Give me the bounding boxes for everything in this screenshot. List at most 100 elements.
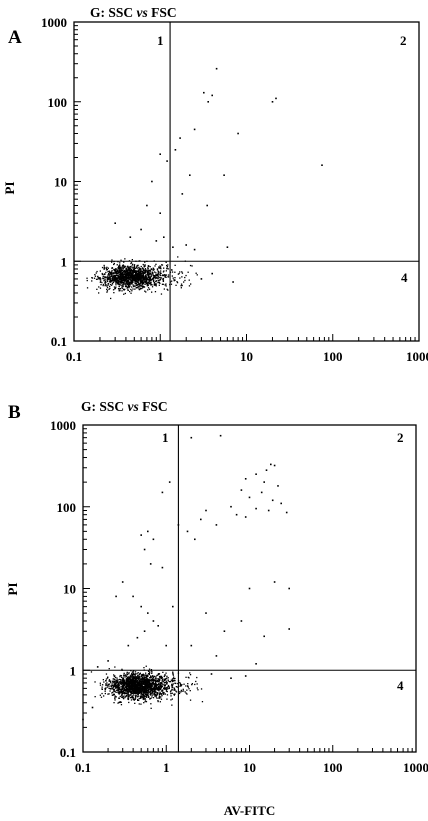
scatter-point bbox=[131, 697, 133, 699]
scatter-point bbox=[147, 681, 149, 683]
scatter-point bbox=[108, 693, 110, 695]
x-tick-label: 1000 bbox=[403, 760, 428, 775]
scatter-point bbox=[135, 681, 138, 683]
scatter-point bbox=[133, 681, 135, 683]
scatter-point bbox=[131, 272, 133, 275]
scatter-point bbox=[142, 696, 144, 698]
scatter-point bbox=[133, 699, 135, 701]
scatter-point bbox=[155, 682, 157, 684]
scatter-point bbox=[189, 699, 192, 701]
scatter-point bbox=[168, 687, 170, 689]
scatter-point bbox=[111, 692, 113, 694]
scatter-point bbox=[166, 686, 169, 688]
scatter-point bbox=[123, 261, 125, 263]
scatter-point bbox=[165, 688, 167, 690]
scatter-point bbox=[142, 283, 144, 285]
scatter-point bbox=[156, 697, 158, 699]
scatter-point bbox=[164, 688, 166, 690]
scatter-point bbox=[150, 273, 152, 275]
scatter-point bbox=[112, 682, 114, 684]
scatter-point bbox=[173, 678, 175, 680]
scatter-point bbox=[129, 282, 131, 284]
scatter-point bbox=[178, 692, 181, 695]
scatter-point bbox=[136, 277, 138, 280]
scatter-point bbox=[162, 683, 164, 686]
scatter-point bbox=[138, 271, 140, 273]
scatter-point bbox=[141, 681, 143, 683]
y-tick-label: 1 bbox=[70, 663, 77, 678]
scatter-point bbox=[174, 688, 176, 691]
scatter-point bbox=[138, 289, 141, 291]
scatter-point bbox=[153, 683, 155, 686]
scatter-point bbox=[153, 284, 155, 286]
scatter-point bbox=[122, 277, 124, 279]
scatter-point bbox=[147, 270, 150, 272]
scatter-point bbox=[104, 688, 106, 691]
scatter-point bbox=[172, 605, 174, 608]
scatter-point bbox=[240, 620, 243, 622]
scatter-point bbox=[151, 694, 154, 696]
scatter-point bbox=[123, 672, 125, 674]
scatter-point bbox=[108, 687, 110, 689]
scatter-point bbox=[155, 689, 157, 691]
scatter-point bbox=[112, 273, 114, 275]
scatter-point bbox=[119, 267, 121, 269]
scatter-point bbox=[147, 274, 150, 276]
scatter-point bbox=[115, 680, 117, 682]
scatter-point bbox=[138, 279, 141, 281]
scatter-point bbox=[223, 630, 226, 632]
scatter-point bbox=[142, 285, 144, 287]
scatter-point bbox=[147, 695, 150, 697]
scatter-point bbox=[163, 693, 165, 695]
scatter-point bbox=[148, 696, 150, 698]
scatter-point bbox=[107, 693, 109, 695]
scatter-point bbox=[146, 277, 148, 280]
scatter-point bbox=[170, 681, 172, 683]
scatter-point bbox=[179, 137, 181, 139]
scatter-point bbox=[127, 687, 129, 689]
scatter-point bbox=[124, 266, 126, 269]
scatter-point bbox=[136, 279, 139, 281]
scatter-point bbox=[116, 270, 118, 273]
scatter-point bbox=[130, 693, 132, 696]
scatter-point bbox=[114, 695, 116, 697]
scatter-point bbox=[113, 292, 115, 294]
scatter-point bbox=[136, 277, 138, 279]
scatter-point bbox=[154, 681, 157, 683]
scatter-point bbox=[140, 697, 142, 699]
scatter-point bbox=[159, 688, 161, 690]
scatter-point bbox=[170, 693, 172, 695]
scatter-point bbox=[105, 269, 108, 271]
scatter-point bbox=[152, 277, 154, 280]
scatter-point bbox=[104, 276, 106, 278]
scatter-point bbox=[154, 678, 156, 681]
scatter-point bbox=[167, 264, 169, 266]
scatter-point bbox=[145, 684, 147, 686]
scatter-point bbox=[160, 696, 162, 698]
scatter-point bbox=[114, 690, 116, 693]
scatter-point bbox=[122, 679, 124, 681]
scatter-point bbox=[106, 677, 109, 679]
scatter-point bbox=[153, 691, 155, 693]
scatter-point bbox=[123, 266, 125, 268]
scatter-point bbox=[117, 688, 119, 691]
scatter-point bbox=[207, 101, 209, 103]
scatter-point bbox=[152, 697, 155, 699]
scatter-point bbox=[138, 692, 141, 694]
scatter-point bbox=[142, 678, 144, 680]
scatter-point bbox=[132, 269, 134, 271]
scatter-point bbox=[124, 680, 126, 682]
scatter-point bbox=[168, 686, 170, 688]
scatter-point bbox=[173, 693, 175, 695]
scatter-point bbox=[162, 691, 164, 693]
scatter-point bbox=[148, 673, 150, 676]
scatter-point bbox=[163, 267, 165, 269]
scatter-point bbox=[155, 691, 157, 694]
scatter-point bbox=[101, 692, 103, 695]
scatter-point bbox=[149, 283, 151, 285]
scatter-point bbox=[273, 464, 276, 467]
scatter-point bbox=[119, 274, 121, 276]
scatter-point bbox=[116, 282, 118, 284]
x-tick-label: 10 bbox=[240, 349, 253, 364]
scatter-point bbox=[149, 698, 151, 700]
